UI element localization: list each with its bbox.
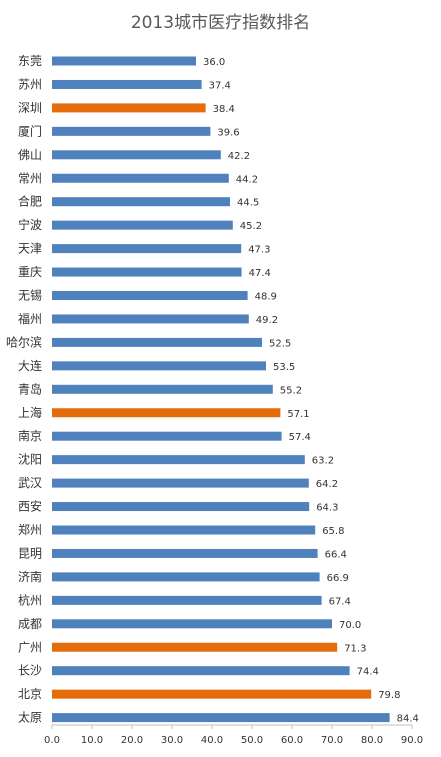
data-label: 47.4 [249,268,271,279]
category-label: 天津 [18,242,42,256]
category-label: 哈尔滨 [6,334,42,349]
data-label: 71.3 [344,643,366,654]
data-label: 84.4 [397,714,419,725]
bar [52,103,206,113]
data-label: 74.4 [357,667,379,678]
category-label: 上海 [18,405,42,420]
category-label: 深圳 [18,101,42,115]
category-label: 长沙 [18,664,42,678]
data-label: 49.2 [256,315,278,326]
category-label: 沈阳 [18,452,42,467]
category-label: 常州 [18,171,42,185]
bar [52,361,266,371]
data-label: 44.5 [237,198,259,209]
data-label: 65.8 [322,526,344,537]
data-label: 66.9 [327,573,349,584]
category-label: 杭州 [18,592,42,607]
category-label: 厦门 [18,123,42,138]
bar [52,713,390,723]
category-label: 重庆 [18,265,42,279]
data-label: 70.0 [339,620,361,631]
x-tick-label: 70.0 [321,735,343,746]
data-label: 47.3 [248,245,270,256]
category-label: 郑州 [18,522,42,537]
bar [52,455,305,465]
bar [52,431,282,441]
x-tick-label: 50.0 [241,735,263,746]
data-label: 57.1 [287,409,309,420]
data-label: 66.4 [325,549,347,560]
bar [52,337,262,347]
x-tick-label: 60.0 [281,735,303,746]
category-label: 东莞 [18,54,42,68]
x-tick-label: 10.0 [81,735,103,746]
category-label: 西安 [18,499,42,514]
data-label: 57.4 [289,432,311,443]
data-label: 48.9 [255,292,277,303]
bar [52,619,332,629]
category-label: 广州 [18,640,42,654]
data-label: 36.0 [203,57,225,68]
data-label: 42.2 [228,151,250,162]
bar [52,642,338,652]
data-label: 64.3 [316,503,338,514]
data-label: 79.8 [378,690,400,701]
bar [52,150,221,160]
x-tick-label: 90.0 [401,735,423,746]
bar [52,384,273,394]
category-label: 福州 [18,311,42,326]
bar [52,572,320,582]
bar [52,56,196,66]
bar [52,220,233,230]
x-tick-label: 0.0 [44,735,60,746]
bar [52,314,249,324]
x-tick-label: 80.0 [361,735,383,746]
bar [52,548,318,558]
data-label: 67.4 [329,596,351,607]
bar [52,689,372,699]
bar [52,408,281,418]
category-label: 南京 [18,428,42,443]
x-tick-label: 30.0 [161,735,183,746]
data-label: 63.2 [312,456,334,467]
x-tick-label: 40.0 [201,735,223,746]
bar [52,478,309,488]
x-tick-label: 20.0 [121,735,143,746]
data-label: 52.5 [269,338,291,349]
category-label: 北京 [18,687,42,701]
bar [52,595,322,605]
bar [52,173,229,183]
category-label: 苏州 [18,77,42,91]
bar [52,126,211,136]
data-label: 64.2 [316,479,338,490]
category-label: 大连 [18,358,42,373]
chart-title: 2013城市医疗指数排名 [130,13,311,33]
bar [52,666,350,676]
category-label: 昆明 [18,546,42,560]
category-label: 成都 [18,617,42,631]
bar [52,291,248,300]
bar [52,502,310,512]
category-label: 青岛 [18,381,42,396]
bar [52,267,242,277]
category-label: 合肥 [18,194,42,209]
bar [52,197,230,207]
data-label: 38.4 [213,104,235,115]
category-label: 太原 [18,710,42,725]
data-label: 53.5 [273,362,295,373]
data-label: 55.2 [280,385,302,396]
bar [52,79,202,89]
data-label: 45.2 [240,221,262,232]
category-label: 无锡 [18,288,42,303]
category-label: 济南 [18,569,42,584]
category-label: 佛山 [18,148,42,162]
data-label: 37.4 [209,80,231,91]
bar [52,244,242,254]
category-label: 宁波 [18,217,42,232]
bar [52,525,316,535]
data-label: 44.2 [236,174,258,185]
data-label: 39.6 [217,127,239,138]
category-label: 武汉 [18,476,42,490]
